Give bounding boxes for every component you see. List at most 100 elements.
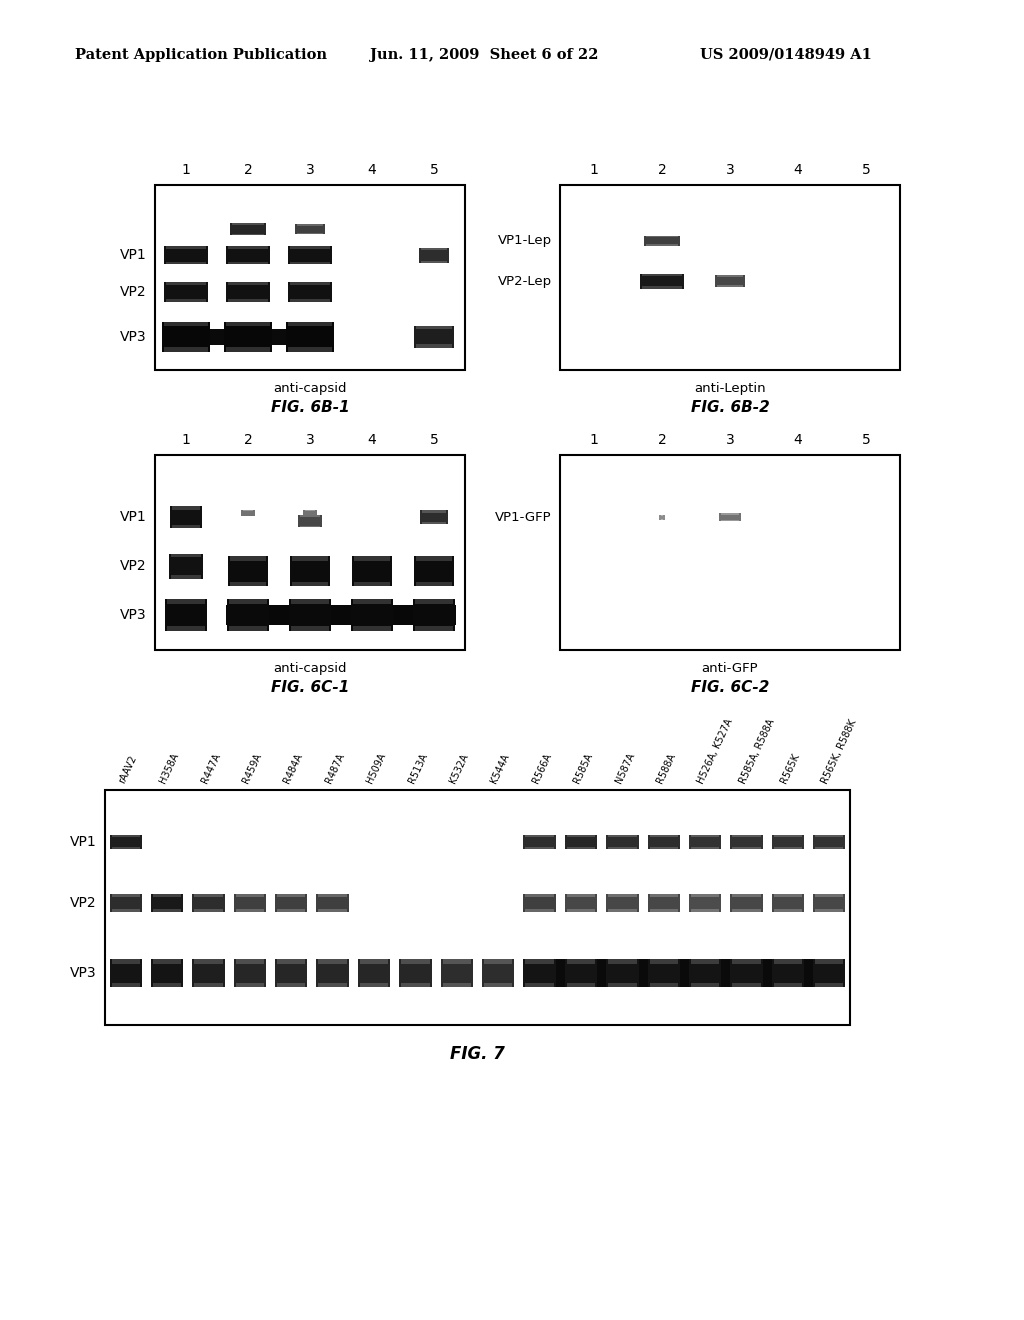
Bar [567, 846, 595, 849]
Bar [295, 224, 326, 235]
Text: 5: 5 [430, 162, 438, 177]
Text: R487A: R487A [324, 752, 346, 785]
Bar [112, 909, 140, 912]
Text: 1: 1 [181, 162, 190, 177]
Text: US 2009/0148949 A1: US 2009/0148949 A1 [700, 48, 871, 62]
Bar [298, 515, 322, 528]
Bar [691, 983, 719, 987]
Bar [169, 553, 204, 578]
Bar [560, 455, 900, 649]
Bar [226, 322, 270, 326]
Bar [278, 894, 305, 896]
Text: H526A, K527A: H526A, K527A [696, 717, 735, 785]
Bar [290, 599, 331, 631]
Bar [420, 511, 449, 524]
Bar [732, 846, 761, 849]
Bar [658, 515, 666, 520]
Bar [354, 582, 389, 586]
Text: R585A: R585A [572, 751, 595, 785]
Bar [640, 273, 684, 289]
Bar [230, 582, 265, 586]
Bar [300, 515, 319, 517]
Bar [352, 556, 391, 586]
Bar [290, 300, 330, 302]
Bar [193, 960, 224, 987]
Bar [608, 846, 637, 849]
Bar [644, 235, 680, 246]
Bar [422, 511, 446, 512]
Text: 4: 4 [368, 433, 377, 447]
Bar [774, 846, 802, 849]
Text: VP3: VP3 [71, 966, 97, 981]
Text: 5: 5 [861, 162, 870, 177]
Bar [442, 960, 471, 964]
Bar [170, 507, 203, 528]
Bar [421, 248, 447, 249]
Bar [231, 223, 264, 226]
Bar [300, 525, 319, 528]
Bar [715, 275, 745, 288]
Text: VP1: VP1 [120, 511, 147, 524]
Bar [646, 235, 678, 238]
Bar [647, 894, 680, 912]
Bar [565, 894, 597, 912]
Bar [560, 185, 900, 370]
Bar [484, 983, 512, 987]
Text: 1: 1 [590, 162, 598, 177]
Bar [717, 275, 743, 277]
Bar [151, 894, 183, 912]
Bar [523, 834, 556, 849]
Bar [112, 960, 140, 964]
Bar [422, 523, 446, 524]
Bar [414, 599, 455, 631]
Bar [415, 556, 454, 586]
Bar [642, 286, 682, 289]
Bar [689, 960, 721, 987]
Bar [153, 983, 181, 987]
Bar [730, 960, 763, 987]
Bar [525, 960, 554, 964]
Text: R565K: R565K [779, 752, 802, 785]
Text: FIG. 6C-1: FIG. 6C-1 [270, 680, 349, 696]
Bar [606, 960, 639, 987]
Bar [228, 282, 267, 285]
Bar [318, 983, 347, 987]
Bar [730, 894, 763, 912]
Bar [691, 909, 719, 912]
Bar [226, 605, 456, 624]
Bar [774, 983, 802, 987]
Text: Patent Application Publication: Patent Application Publication [75, 48, 327, 62]
Bar [649, 983, 678, 987]
Bar [105, 789, 850, 1026]
Text: VP2: VP2 [121, 560, 147, 573]
Text: R585A, R588A: R585A, R588A [737, 717, 776, 785]
Bar [689, 834, 721, 849]
Bar [417, 556, 452, 561]
Bar [442, 983, 471, 987]
Bar [415, 326, 454, 347]
Bar [303, 511, 316, 516]
Bar [815, 909, 844, 912]
Text: VP2: VP2 [71, 896, 97, 909]
Bar [813, 834, 846, 849]
Text: VP2-Lep: VP2-Lep [498, 275, 552, 288]
Bar [110, 834, 142, 849]
Text: 1: 1 [590, 433, 598, 447]
Bar [291, 556, 330, 586]
Bar [110, 960, 142, 987]
Bar [227, 599, 268, 631]
Bar [166, 261, 206, 264]
Bar [691, 834, 719, 837]
Bar [228, 556, 267, 586]
Bar [353, 626, 390, 631]
Bar [236, 983, 264, 987]
Bar [774, 960, 802, 964]
Text: 3: 3 [726, 433, 734, 447]
Bar [112, 983, 140, 987]
Bar [772, 834, 804, 849]
Bar [153, 909, 181, 912]
Bar [567, 894, 595, 896]
Bar [155, 455, 465, 649]
Text: 3: 3 [305, 162, 314, 177]
Bar [815, 894, 844, 896]
